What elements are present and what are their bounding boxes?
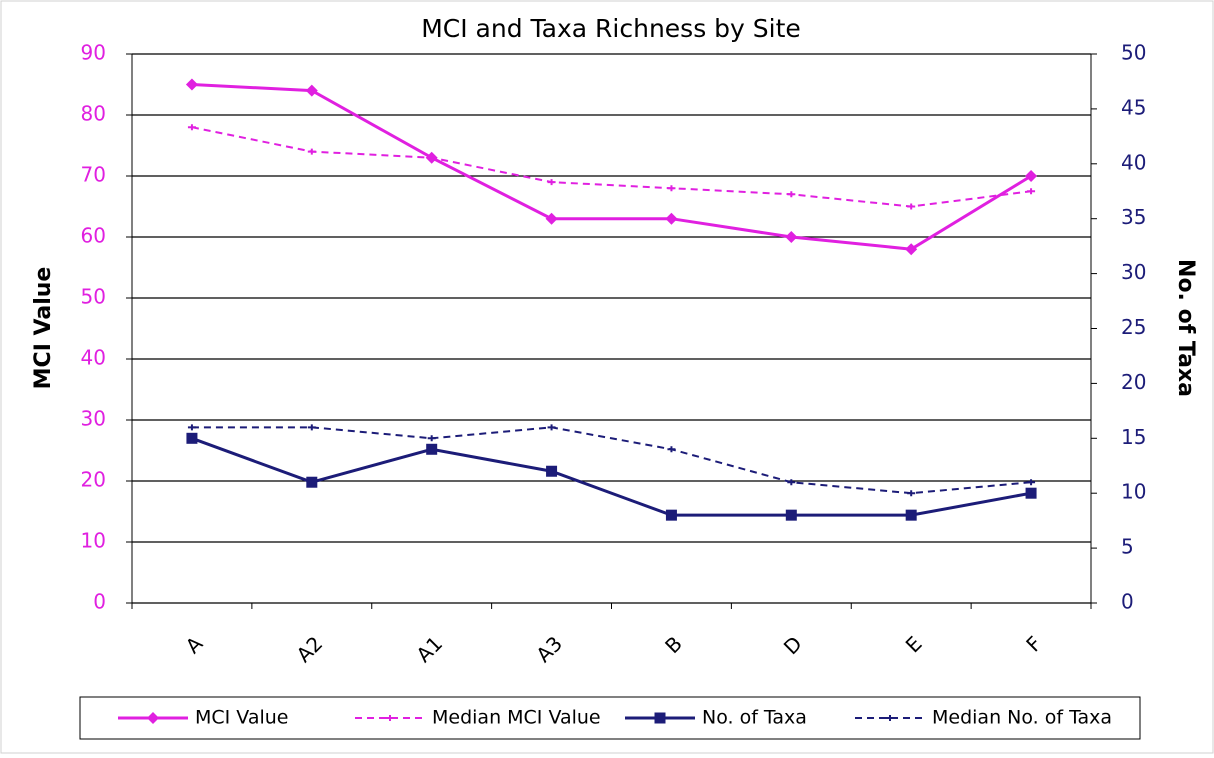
y-tick-label: 10 — [81, 529, 106, 553]
data-point — [667, 446, 676, 453]
data-point — [307, 148, 316, 155]
y2-tick-label: 50 — [1121, 41, 1146, 65]
data-point — [305, 84, 318, 97]
series-line — [191, 83, 1032, 251]
data-point — [547, 424, 556, 431]
y-tick-label: 20 — [81, 468, 106, 492]
data-point — [545, 212, 558, 225]
data-point — [907, 203, 916, 210]
y-axis-title: MCI Value — [31, 267, 56, 390]
data-point — [665, 509, 677, 521]
y2-axis-title: No. of Taxa — [1173, 259, 1198, 397]
y2-tick-label: 25 — [1121, 315, 1146, 339]
data-point — [427, 154, 436, 161]
legend-box — [79, 696, 1141, 740]
data-point — [307, 424, 316, 431]
y2-tick-label: 30 — [1121, 260, 1146, 284]
legend-marker — [386, 715, 394, 721]
y-tick-label: 0 — [93, 590, 106, 614]
y2-tick-label: 10 — [1121, 480, 1146, 504]
data-point — [186, 432, 198, 444]
y2-tick-label: 35 — [1121, 205, 1146, 229]
data-point — [785, 231, 798, 243]
y-tick-label: 70 — [81, 163, 106, 187]
y-tick-label: 90 — [81, 41, 106, 65]
data-point — [426, 443, 438, 455]
y2-tick-label: 15 — [1121, 425, 1146, 449]
legend-label: MCI Value — [195, 707, 288, 729]
data-point — [787, 479, 796, 486]
y-tick-label: 40 — [81, 346, 106, 370]
data-point — [787, 191, 796, 198]
data-point — [905, 509, 917, 521]
series-line — [191, 436, 1032, 517]
data-point — [785, 509, 797, 521]
data-point — [546, 465, 558, 477]
legend-label: No. of Taxa — [702, 707, 807, 729]
data-point — [907, 490, 916, 497]
y-tick-label: 60 — [81, 224, 106, 248]
data-point — [665, 212, 678, 225]
series-line — [191, 126, 1032, 208]
legend-label: Median No. of Taxa — [932, 707, 1112, 729]
legend-marker — [147, 712, 159, 724]
legend-label: Median MCI Value — [432, 707, 601, 729]
y-tick-label: 30 — [81, 407, 106, 431]
data-point — [1027, 479, 1036, 486]
legend-marker — [654, 712, 666, 724]
y2-tick-label: 0 — [1121, 590, 1134, 614]
y2-tick-label: 5 — [1121, 535, 1134, 559]
data-point — [187, 424, 196, 431]
data-point — [187, 124, 196, 131]
y-tick-label: 80 — [81, 102, 106, 126]
y2-tick-label: 40 — [1121, 150, 1146, 174]
series-line — [191, 426, 1032, 495]
data-point — [667, 185, 676, 192]
data-point — [185, 78, 198, 91]
data-point — [1025, 170, 1038, 182]
data-point — [306, 476, 318, 488]
data-point — [1025, 487, 1037, 499]
chart-title: MCI and Taxa Richness by Site — [421, 14, 801, 43]
legend-marker — [886, 715, 894, 721]
data-point — [1027, 188, 1036, 195]
data-point — [905, 243, 918, 256]
data-point — [547, 179, 556, 186]
y-tick-label: 50 — [81, 285, 106, 309]
y2-tick-label: 20 — [1121, 370, 1146, 394]
y2-tick-label: 45 — [1121, 95, 1146, 119]
data-point — [427, 435, 436, 442]
